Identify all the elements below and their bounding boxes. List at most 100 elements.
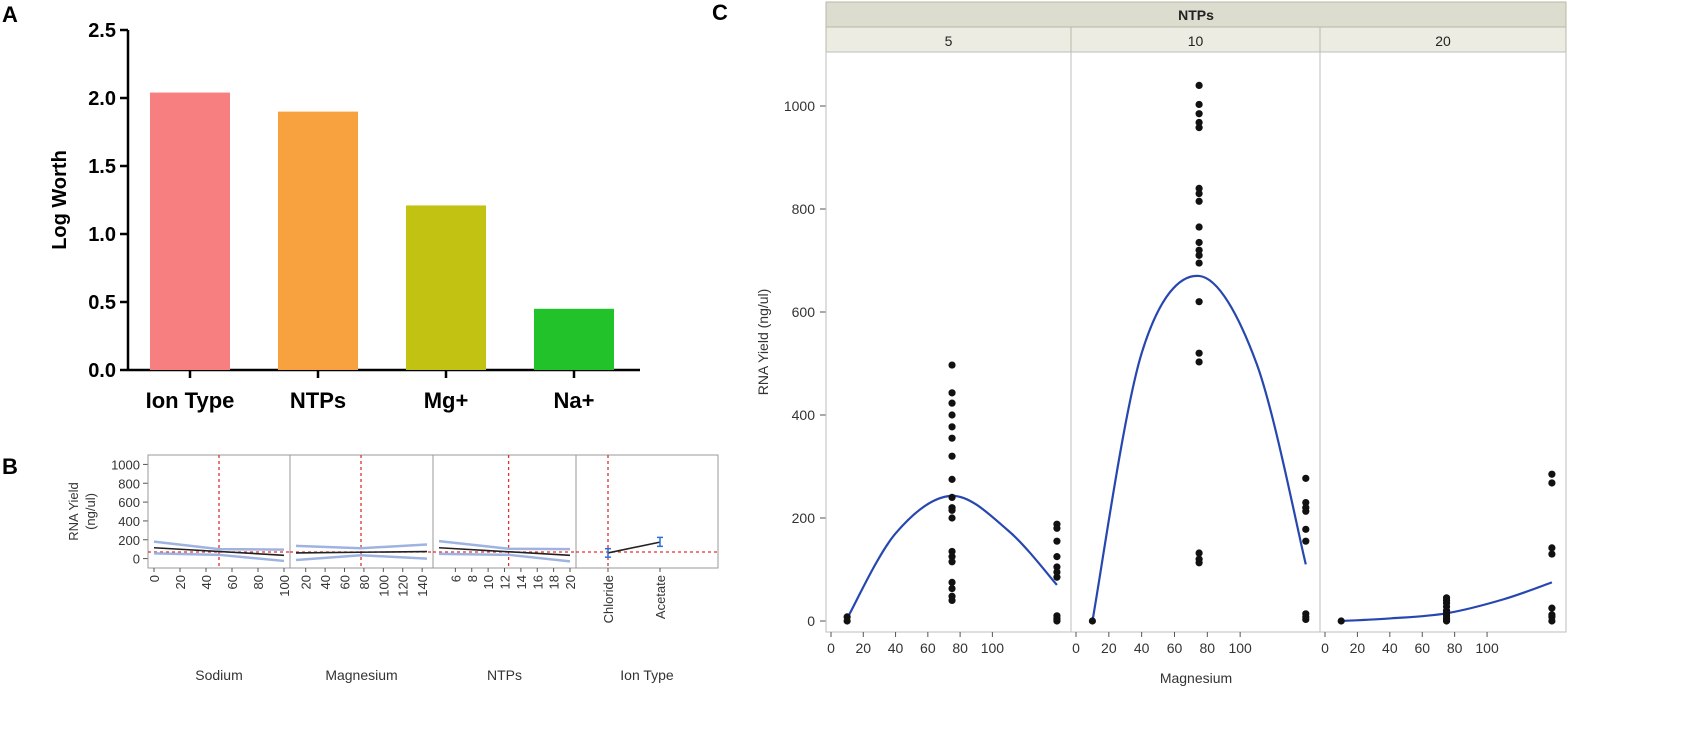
data-point (1548, 604, 1556, 612)
x-tick-label: 20 (1350, 640, 1366, 656)
y-tick-label: 1000 (111, 457, 140, 472)
x-tick-label: 20 (1101, 640, 1117, 656)
data-point (948, 547, 956, 556)
data-point (1053, 617, 1061, 625)
x-tick-label: Na+ (554, 388, 595, 413)
y-tick-label: 1.0 (88, 224, 116, 246)
data-point (1195, 197, 1203, 205)
bar-mg- (406, 205, 486, 370)
panel-label-a: A (2, 2, 18, 27)
y-axis-title: RNA Yield (ng/ul) (66, 482, 98, 541)
facet-label-bar (825, 26, 1072, 53)
prediction-line (295, 550, 428, 554)
x-axis-title: Magnesium (1160, 670, 1232, 686)
data-point (1302, 474, 1310, 482)
data-point (948, 506, 956, 514)
x-tick-label: 16 (530, 575, 545, 589)
data-point (1195, 251, 1203, 259)
x-tick-label: 12 (498, 575, 513, 589)
profiler-facet-sodium: 0 20 40 60 80 100 Sodium (147, 454, 292, 683)
panel-label-c: C (712, 0, 728, 25)
data-point (1548, 544, 1556, 552)
scatter-facet-10: 100 20 40 60 80 100 (1070, 26, 1321, 656)
bar-ntps (278, 111, 358, 370)
bar-ion-type (150, 92, 230, 370)
x-tick-label: Mg+ (424, 388, 469, 413)
data-point (1548, 470, 1556, 478)
data-point (843, 617, 851, 625)
x-tick-label: 14 (514, 575, 529, 589)
x-tick-label: NTPs (290, 388, 346, 413)
x-tick-label: 100 (1475, 640, 1499, 656)
data-point (1195, 298, 1203, 306)
bar-na- (534, 308, 614, 370)
data-point (948, 493, 956, 501)
data-point (948, 389, 956, 397)
data-point (1548, 550, 1556, 558)
data-point (1195, 184, 1203, 192)
x-axis-title: NTPs (487, 667, 522, 683)
x-tick-label: 60 (338, 575, 353, 589)
x-tick-label: 40 (318, 575, 333, 589)
x-tick-label: 40 (888, 640, 904, 656)
data-point (1302, 615, 1310, 624)
data-point (948, 361, 956, 369)
x-tick-label: 120 (396, 575, 411, 597)
confidence-band-lower (153, 552, 285, 563)
x-tick-label: 80 (357, 575, 372, 589)
x-tick-label: 100 (277, 575, 292, 597)
data-point (948, 553, 956, 561)
y-tick-label: 2.5 (88, 20, 116, 42)
x-axis-title: Sodium (195, 667, 242, 683)
prediction-line (153, 546, 285, 557)
data-point (1302, 525, 1310, 533)
data-point (948, 399, 956, 407)
x-tick-label: 40 (199, 575, 214, 589)
y-tick-label: 400 (792, 407, 816, 423)
x-tick-label: Chloride (601, 575, 616, 623)
y-tick-label: 0 (133, 552, 140, 567)
data-point (948, 514, 956, 522)
x-tick-label: Acetate (653, 575, 668, 619)
facet-frame (1319, 51, 1567, 633)
data-point (1548, 479, 1556, 487)
data-point (1053, 537, 1061, 545)
data-point (948, 411, 956, 419)
x-tick-label: 0 (1072, 640, 1080, 656)
data-point (948, 434, 956, 442)
x-tick-label: 20 (173, 575, 188, 589)
data-point (948, 452, 956, 460)
fit-curve (1091, 274, 1307, 622)
facet-label: 10 (1188, 33, 1204, 49)
x-tick-label: 20 (299, 575, 314, 589)
x-tick-label: 60 (1414, 640, 1430, 656)
facet-header-title: NTPs (1178, 7, 1214, 23)
data-point (1053, 553, 1061, 561)
data-point (1195, 189, 1203, 198)
data-point (948, 558, 956, 566)
x-tick-label: 60 (225, 575, 240, 589)
facet-frame (575, 454, 719, 569)
x-tick-label: 140 (415, 575, 430, 597)
y-tick-label: 800 (792, 201, 816, 217)
facet-frame (1070, 51, 1321, 633)
x-tick-label: 80 (952, 640, 968, 656)
x-tick-label: 6 (448, 575, 463, 582)
data-point (1195, 238, 1203, 247)
y-axis-title-line: RNA Yield (66, 482, 81, 541)
y-tick-label: 400 (118, 514, 140, 529)
x-tick-label: 20 (563, 575, 578, 589)
bar-chart-log-worth: 0.0 0.5 1.0 1.5 2.0 2.5 Log Worth Ion Type NTPs M… (49, 20, 640, 413)
panel-label-b: B (2, 454, 18, 479)
x-tick-label: 80 (1447, 640, 1463, 656)
confidence-band-upper (295, 543, 428, 550)
facet-frame (825, 51, 1072, 633)
data-point (1088, 617, 1097, 625)
y-axis-title: RNA Yield (ng/ul) (755, 289, 771, 396)
x-tick-label: 0 (1321, 640, 1329, 656)
data-point (1195, 110, 1203, 118)
x-axis-title: Ion Type (620, 667, 674, 683)
y-tick-label: 1.5 (88, 156, 116, 178)
y-tick-label: 0 (807, 613, 815, 629)
